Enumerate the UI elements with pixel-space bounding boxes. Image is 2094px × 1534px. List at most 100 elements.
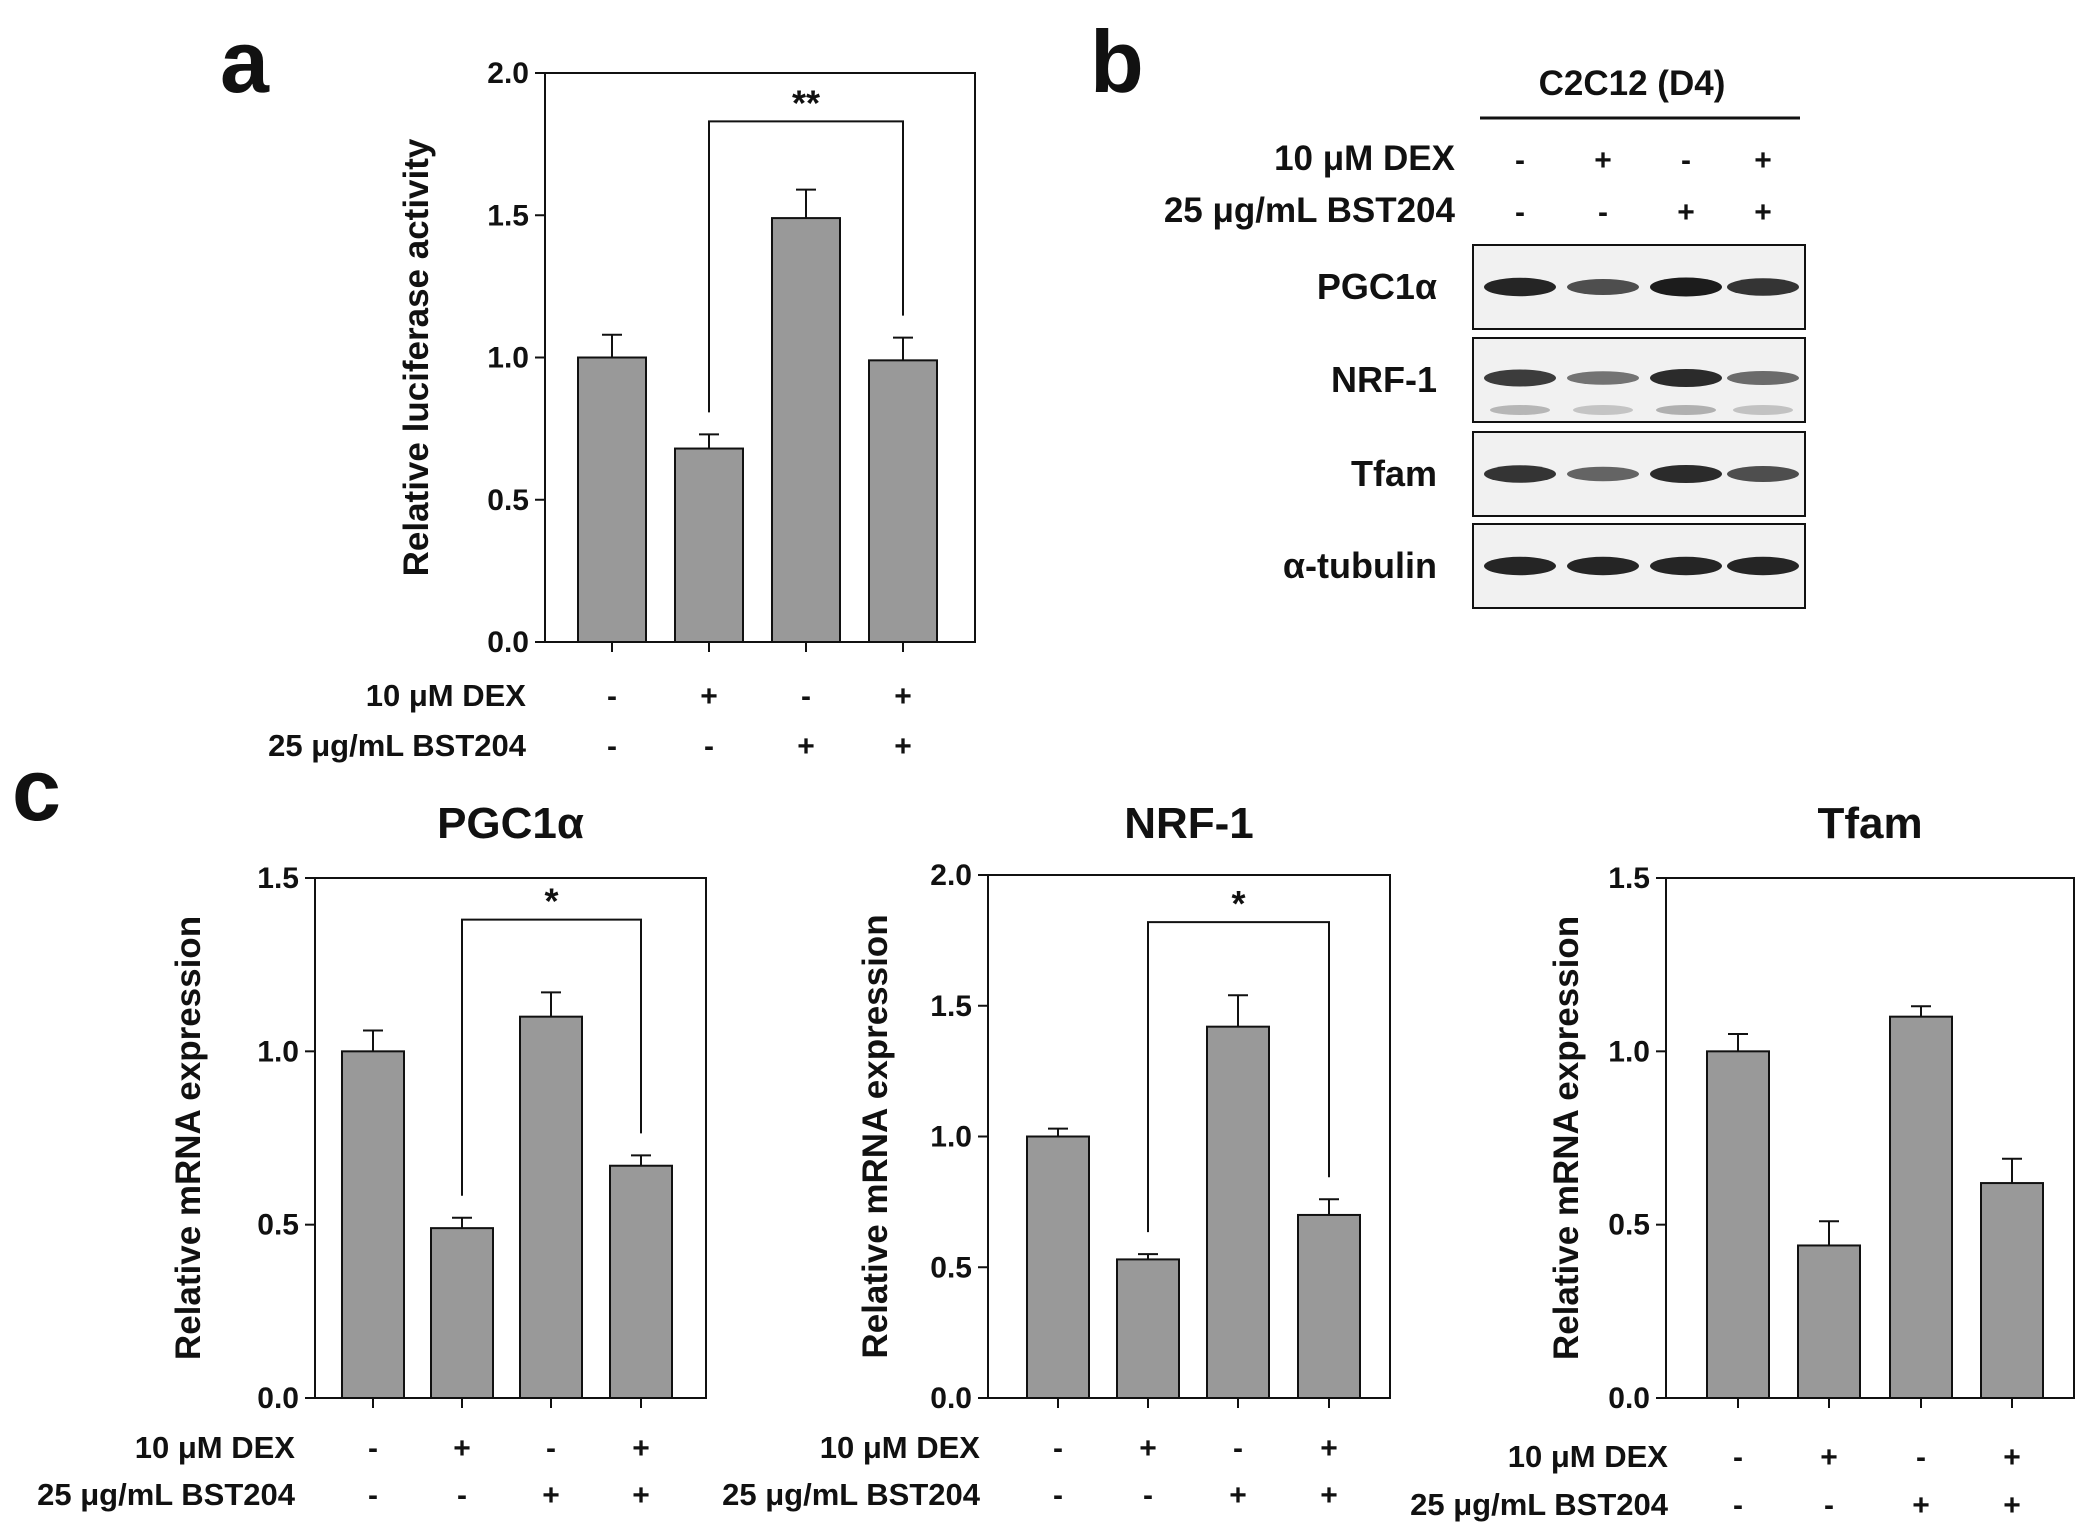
bst-sign: +	[1320, 1479, 1338, 1512]
blot-band	[1650, 369, 1722, 387]
bar	[1980, 1182, 2044, 1399]
y-tick-label: 2.0	[930, 859, 972, 892]
blot-band	[1484, 277, 1556, 297]
chart-title: Tfam	[1817, 799, 1922, 848]
bst-sign: -	[1733, 1489, 1743, 1522]
bst-sign: +	[1229, 1479, 1247, 1512]
bst-label: 25 μg/mL BST204	[268, 728, 527, 763]
bst-sign: -	[704, 730, 714, 763]
blot-band	[1727, 371, 1799, 385]
panel-label-b: b	[1090, 12, 1144, 111]
plot-frame	[314, 877, 707, 1399]
y-tick-label: 0.0	[487, 626, 529, 659]
bar	[1706, 1050, 1770, 1400]
bar	[1297, 1213, 1361, 1399]
bst-label: 25 μg/mL BST204	[37, 1477, 296, 1512]
dex-sign: -	[546, 1432, 556, 1465]
blot-bst-sign: -	[1515, 196, 1525, 229]
blot-dex-sign: +	[1754, 144, 1772, 177]
blot-band	[1727, 556, 1799, 576]
chart-title: NRF-1	[1124, 799, 1254, 848]
dex-sign: -	[607, 680, 617, 713]
dex-sign: +	[894, 680, 912, 713]
blot-row-label: α-tubulin	[1283, 545, 1437, 586]
dex-label: 10 μM DEX	[1508, 1439, 1669, 1474]
dex-sign: +	[632, 1432, 650, 1465]
dex-sign: +	[2003, 1441, 2021, 1474]
dex-sign: +	[1820, 1441, 1838, 1474]
chart-nrf1-mrna: NRF-1 Relative mRNA expression 0.0 0.5 1.0 1.…	[722, 799, 1391, 1512]
plot-frame	[1665, 877, 2075, 1399]
y-tick-label: 1.0	[1608, 1035, 1650, 1068]
blot-band	[1567, 279, 1639, 295]
chart-luciferase: Relative luciferase activity 0.0 0.5 1.0 1.5…	[268, 57, 976, 763]
y-tick-label: 0.0	[1608, 1382, 1650, 1415]
bst-sign: +	[632, 1479, 650, 1512]
blot-band-minor	[1656, 405, 1716, 415]
dex-sign: -	[1053, 1432, 1063, 1465]
significance-bracket	[708, 120, 904, 413]
dex-label: 10 μM DEX	[820, 1430, 981, 1465]
bar	[1206, 1025, 1270, 1400]
bar	[577, 356, 647, 643]
blot-dex-sign: +	[1594, 144, 1612, 177]
blot-dex-sign: -	[1515, 144, 1525, 177]
bst-sign: +	[797, 730, 815, 763]
bst-sign: -	[1053, 1479, 1063, 1512]
blot-bst-sign: -	[1598, 196, 1608, 229]
dex-sign: -	[801, 680, 811, 713]
y-tick-label: 0.5	[257, 1209, 299, 1242]
blot-row-label: PGC1α	[1317, 266, 1437, 307]
bar	[341, 1050, 405, 1400]
bar	[1889, 1015, 1953, 1400]
chart-title: PGC1α	[437, 799, 584, 848]
y-tick-label: 0.5	[1608, 1209, 1650, 1242]
blot-row: NRF-1	[1331, 337, 1806, 423]
y-tick-label: 1.0	[930, 1121, 972, 1154]
bst-sign: +	[2003, 1489, 2021, 1522]
bst-sign: -	[607, 730, 617, 763]
dex-sign: -	[1916, 1441, 1926, 1474]
blot-bst-sign: +	[1677, 196, 1695, 229]
blot-band	[1650, 277, 1722, 297]
blot-row: Tfam	[1351, 431, 1806, 517]
y-tick-label: 1.5	[1608, 862, 1650, 895]
significance-bracket	[461, 918, 642, 1196]
bst-label: 25 μg/mL BST204	[722, 1477, 981, 1512]
dex-label: 10 μM DEX	[366, 678, 527, 713]
blot-band	[1567, 371, 1639, 385]
bar	[609, 1164, 673, 1399]
blot-bst-sign: +	[1754, 196, 1772, 229]
blot-header: C2C12 (D4)	[1539, 64, 1726, 103]
dex-sign: +	[453, 1432, 471, 1465]
dex-sign: +	[700, 680, 718, 713]
bst-sign: -	[457, 1479, 467, 1512]
blot-band	[1484, 556, 1556, 576]
blot-dex-label: 10 μM DEX	[1274, 139, 1456, 178]
significance-bracket	[1147, 921, 1330, 1233]
significance-label: *	[1231, 883, 1245, 924]
bar	[771, 217, 841, 643]
y-tick-label: 1.5	[487, 199, 529, 232]
y-tick-label: 2.0	[487, 57, 529, 90]
bar	[868, 359, 938, 643]
bst-sign: +	[894, 730, 912, 763]
blot-band	[1650, 465, 1722, 483]
chart-tfam-mrna: Tfam Relative mRNA expression 0.0 0.5 1.0 1.5…	[1410, 799, 2075, 1522]
bar	[1797, 1244, 1861, 1400]
bst-sign: -	[368, 1479, 378, 1512]
bst-sign: +	[542, 1479, 560, 1512]
blot-band	[1567, 466, 1639, 482]
dex-sign: -	[1733, 1441, 1743, 1474]
y-axis-title: Relative luciferase activity	[397, 138, 436, 576]
blot-band	[1567, 556, 1639, 576]
bst-sign: +	[1912, 1489, 1930, 1522]
western-blot: C2C12 (D4) 10 μM DEX 25 μg/mL BST204 - - +…	[1164, 64, 1806, 609]
blot-band-minor	[1573, 405, 1633, 415]
blot-row: PGC1α	[1317, 244, 1806, 330]
blot-band	[1484, 465, 1556, 483]
panel-label-a: a	[220, 12, 270, 111]
y-tick-label: 1.0	[257, 1035, 299, 1068]
y-axis-title: Relative mRNA expression	[169, 916, 208, 1360]
